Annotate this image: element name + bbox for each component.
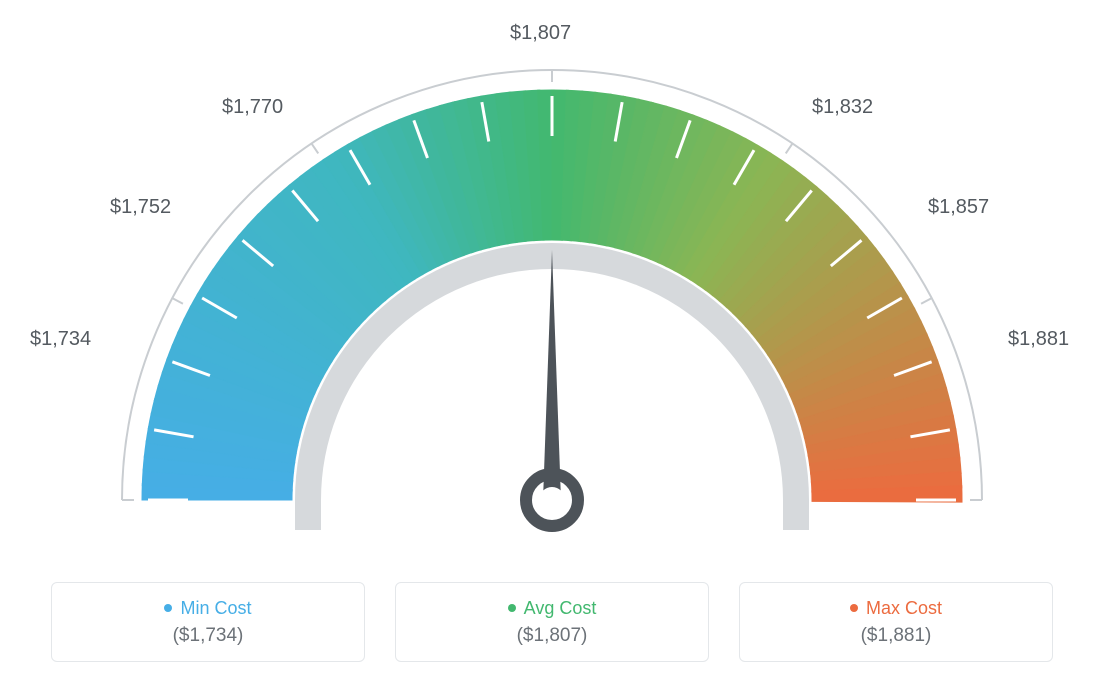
legend-label: Min Cost [180, 598, 251, 619]
legend-max: Max Cost ($1,881) [739, 582, 1053, 662]
dot-icon [850, 604, 858, 612]
legend-avg: Avg Cost ($1,807) [395, 582, 709, 662]
gauge-tick-label: $1,734 [30, 328, 91, 351]
gauge-tick-label: $1,857 [928, 196, 989, 219]
gauge-tick-label: $1,832 [812, 96, 873, 119]
gauge-tick-label: $1,770 [222, 96, 283, 119]
cost-gauge: $1,734 $1,752 $1,770 $1,807 $1,832 $1,857 $1,8… [0, 0, 1104, 560]
legend-row: Min Cost ($1,734) Avg Cost ($1,807) Max … [0, 582, 1104, 662]
legend-min: Min Cost ($1,734) [51, 582, 365, 662]
legend-label: Max Cost [866, 598, 942, 619]
dot-icon [508, 604, 516, 612]
dot-icon [164, 604, 172, 612]
gauge-tick-label: $1,752 [110, 196, 171, 219]
legend-value: ($1,807) [517, 625, 588, 647]
legend-value: ($1,734) [173, 625, 244, 647]
gauge-tick-label: $1,807 [510, 22, 571, 45]
legend-label: Avg Cost [524, 598, 597, 619]
legend-value: ($1,881) [861, 625, 932, 647]
gauge-tick-label: $1,881 [1008, 328, 1069, 351]
